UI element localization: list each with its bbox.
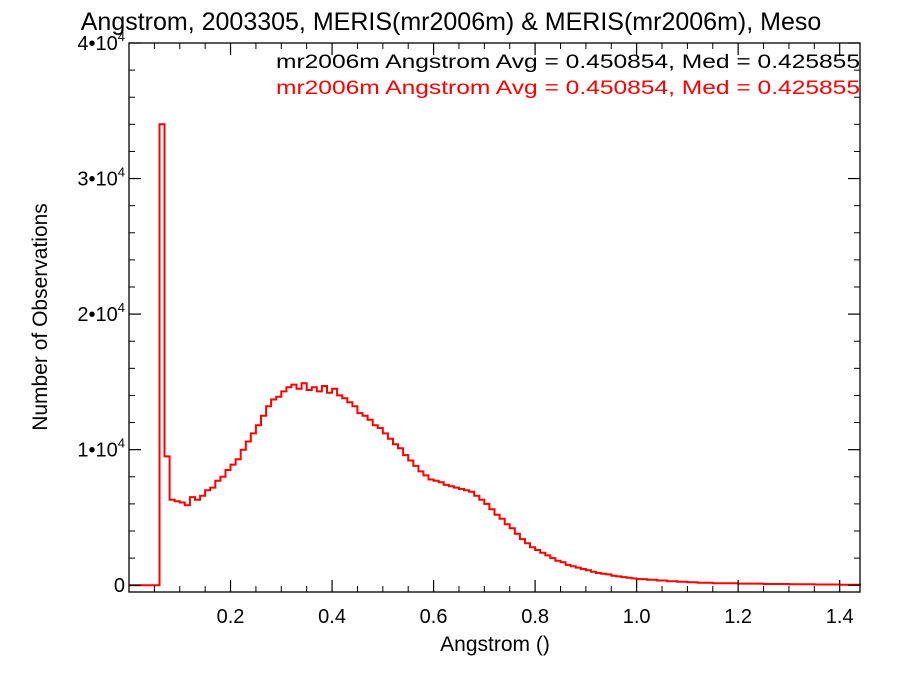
plot-area [129,123,861,587]
x-tick-label: 0.6 [420,606,448,628]
y-axis-label: Number of Observations [29,203,52,431]
x-tick-label: 0.2 [217,606,245,628]
svg-text:mr2006m Angstrom Avg = 0.45085: mr2006m Angstrom Avg = 0.450854, Med = 0… [276,77,860,99]
y-tick-label: 1•104 [77,436,125,462]
y-tick-label: 3•104 [77,165,125,191]
annotation-black: mr2006m Angstrom Avg = 0.450854, Med = 0… [276,51,860,73]
y-tick-label: 0 [114,575,125,597]
svg-text:mr2006m Angstrom Avg = 0.45085: mr2006m Angstrom Avg = 0.450854, Med = 0… [276,51,860,73]
histogram-series-line [129,123,861,587]
plot-frame [128,42,861,593]
chart-title: Angstrom, 2003305, MERIS(mr2006m) & MERI… [81,8,822,36]
x-tick-label: 0.4 [318,606,346,628]
x-tick-label: 0.8 [521,606,549,628]
y-tick-label: 2•104 [77,300,125,326]
x-tick-label: 1.0 [623,606,651,628]
y-tick-label: 4•104 [77,29,125,55]
x-axis: 0.2 0.4 0.6 0.8 1.0 1.2 1.4 [153,43,854,628]
y-axis: 0 1•104 2•104 3•104 4•104 [77,29,860,597]
annotation-red: mr2006m Angstrom Avg = 0.450854, Med = 0… [276,77,860,99]
x-tick-label: 1.2 [724,606,752,628]
x-axis-label: Angstrom () [440,633,550,656]
x-tick-label: 1.4 [826,606,854,628]
